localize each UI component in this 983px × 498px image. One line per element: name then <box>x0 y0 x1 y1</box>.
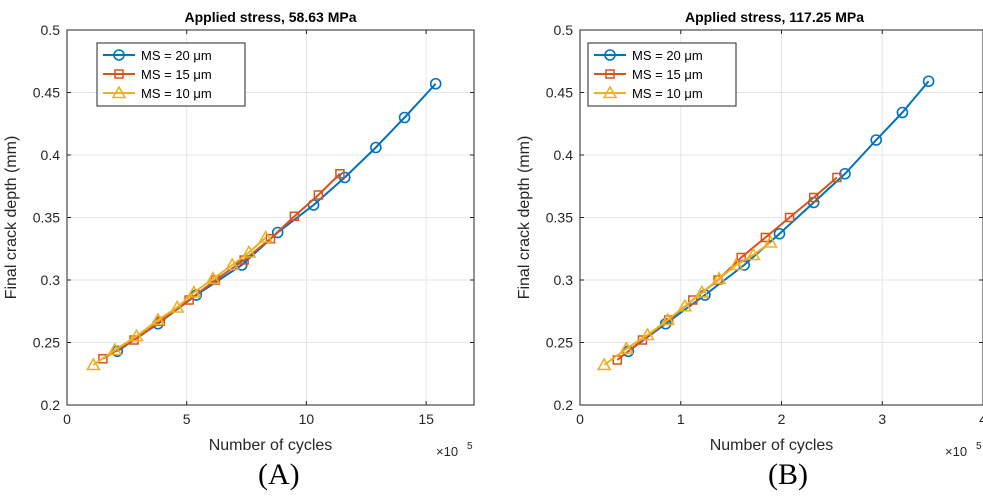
x-axis-label: Number of cycles <box>710 437 834 454</box>
series-triangle <box>596 234 778 371</box>
data-point <box>660 312 676 326</box>
data-point <box>677 298 693 312</box>
data-point <box>688 295 698 305</box>
chart-panel-a: 0 5 10 15 0.2 0.25 0.3 0.35 0.4 0.45 0.5 Applied st… <box>3 9 475 459</box>
legend-marker <box>111 85 127 99</box>
data-point <box>289 211 300 221</box>
data-point <box>922 75 935 88</box>
data-point <box>728 257 744 271</box>
data-point <box>169 299 185 313</box>
x-tick-label: 2 <box>778 411 786 427</box>
data-point <box>711 271 727 285</box>
y-tick-label: 0.25 <box>546 335 573 351</box>
data-point <box>98 354 108 364</box>
panel-caption-a: (A) <box>258 458 300 491</box>
series-line <box>627 80 930 353</box>
legend-entry: MS = 20 μm <box>141 48 212 63</box>
data-point <box>618 341 634 355</box>
legend-entry: MS = 10 μm <box>141 86 212 101</box>
y-tick-label: 0.4 <box>554 147 574 163</box>
data-point <box>870 134 883 146</box>
data-point <box>640 327 655 341</box>
series-circle <box>622 75 935 358</box>
data-point <box>784 212 795 223</box>
data-point <box>596 357 612 371</box>
chart-title: Applied stress, 117.25 MPa <box>685 9 864 25</box>
x-tick-label: 10 <box>299 411 315 427</box>
legend-marker <box>604 49 616 61</box>
y-axis-label: Final crack depth (mm) <box>3 136 20 300</box>
legend: MS = 20 μm MS = 15 μm MS = 10 μm <box>96 42 246 107</box>
series-line <box>603 241 772 366</box>
y-axis-label: Final crack depth (mm) <box>516 136 533 300</box>
chart-title: Applied stress, 58.63 MPa <box>185 9 357 25</box>
data-point <box>429 77 442 90</box>
data-point <box>129 328 144 342</box>
legend-entry: MS = 15 μm <box>632 67 703 82</box>
legend: MS = 20 μm MS = 15 μm MS = 10 μm <box>587 42 737 107</box>
data-point <box>241 244 257 258</box>
data-point <box>205 271 221 285</box>
data-point <box>313 190 324 200</box>
legend-marker <box>113 49 125 61</box>
data-point <box>224 257 240 271</box>
x-axis-label: Number of cycles <box>209 437 333 454</box>
legend-marker <box>602 85 618 99</box>
series-line <box>92 236 267 366</box>
data-point <box>745 247 761 261</box>
x-axis-multiplier: ×10 <box>436 444 458 459</box>
data-point <box>335 169 345 179</box>
panel-caption-b: (B) <box>768 458 808 491</box>
legend-entry: MS = 10 μm <box>632 86 703 101</box>
x-tick-label: 1 <box>677 411 685 427</box>
y-tick-label: 0.45 <box>546 85 573 101</box>
y-tick-label: 0.35 <box>33 210 60 226</box>
x-tick-label: 0 <box>576 411 584 427</box>
y-tick-label: 0.2 <box>554 397 574 413</box>
legend-marker <box>605 69 615 79</box>
data-point <box>107 342 123 356</box>
x-tick-label: 4 <box>979 411 983 427</box>
y-tick-label: 0.5 <box>41 22 61 38</box>
y-tick-label: 0.35 <box>546 210 573 226</box>
data-point <box>773 227 786 240</box>
y-tick-label: 0.5 <box>554 22 574 38</box>
data-point <box>694 284 710 298</box>
data-point <box>370 141 382 154</box>
x-tick-label: 0 <box>63 411 71 427</box>
data-point <box>896 106 909 119</box>
y-tick-label: 0.3 <box>41 272 61 288</box>
data-point <box>832 172 842 183</box>
data-point <box>150 312 166 326</box>
x-tick-label: 15 <box>418 411 434 427</box>
data-point <box>808 192 819 203</box>
y-tick-label: 0.2 <box>41 397 61 413</box>
y-tick-label: 0.4 <box>41 147 61 163</box>
data-point <box>85 357 101 371</box>
x-axis-multiplier-exponent: 5 <box>467 441 473 452</box>
x-axis-multiplier: ×10 <box>945 444 967 459</box>
data-point <box>258 229 274 243</box>
data-point <box>763 234 778 248</box>
legend-entry: MS = 20 μm <box>632 48 703 63</box>
data-point <box>398 111 411 124</box>
y-tick-label: 0.3 <box>554 272 574 288</box>
series-triangle <box>85 229 274 371</box>
legend-entry: MS = 15 μm <box>141 67 212 82</box>
x-tick-label: 5 <box>183 411 191 427</box>
y-tick-label: 0.25 <box>33 335 60 351</box>
x-axis-multiplier-exponent: 5 <box>976 441 982 452</box>
legend-marker <box>114 69 124 79</box>
data-point <box>186 284 202 298</box>
data-point <box>271 226 284 239</box>
x-tick-label: 3 <box>878 411 886 427</box>
y-tick-label: 0.45 <box>33 85 60 101</box>
chart-panel-b: 0 1 2 3 4 0.2 0.25 0.3 0.35 0.4 0.45 0.5 Applied str… <box>516 9 983 459</box>
